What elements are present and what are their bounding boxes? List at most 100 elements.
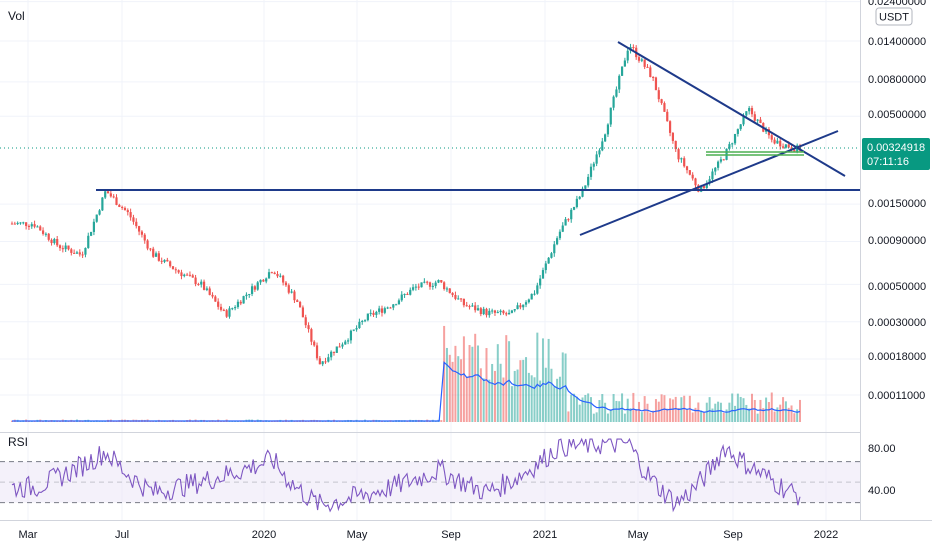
volume-bar xyxy=(626,398,629,422)
rsi-line xyxy=(11,437,801,513)
candle-body xyxy=(56,239,59,246)
volume-bar xyxy=(462,336,465,422)
candle-body xyxy=(781,146,785,148)
volume-bar xyxy=(570,394,573,422)
candle-body xyxy=(349,330,353,341)
price-tick-label: 0.00500000 xyxy=(868,109,926,121)
candle-body xyxy=(708,179,711,184)
candle-body xyxy=(279,275,282,277)
descending-trendline xyxy=(617,41,846,177)
candle-body xyxy=(476,308,480,311)
candle-body xyxy=(711,171,714,180)
candle-body xyxy=(313,341,316,346)
volume-bar xyxy=(533,377,536,422)
candle-body xyxy=(409,289,412,295)
volume-bar xyxy=(558,376,561,422)
candle-body xyxy=(101,197,104,211)
candle-body xyxy=(392,304,395,308)
candle-body xyxy=(567,219,570,221)
candle-body xyxy=(22,222,25,224)
candle-body xyxy=(454,294,457,299)
volume-bar xyxy=(714,403,717,422)
price-tick-label: 0.00018000 xyxy=(868,351,926,363)
candle-body xyxy=(668,121,672,133)
candle-body xyxy=(558,231,562,239)
candle-body xyxy=(143,234,146,241)
candle-body xyxy=(431,285,434,287)
volume-bar xyxy=(722,412,725,422)
candle-body xyxy=(253,286,256,290)
candle-body xyxy=(13,223,16,225)
candle-body xyxy=(183,274,186,277)
candle-body xyxy=(386,307,389,309)
candle-body xyxy=(502,310,505,314)
candle-body xyxy=(541,270,545,279)
candle-body xyxy=(544,263,547,271)
volume-bar xyxy=(530,375,533,422)
volume-bar xyxy=(525,357,528,422)
candle-body xyxy=(516,305,519,310)
candle-body xyxy=(468,306,471,308)
candle-body xyxy=(118,204,121,207)
candle-body xyxy=(321,361,324,365)
price-tick-label: 0.00050000 xyxy=(868,281,926,293)
candle-body xyxy=(121,206,124,208)
candle-body xyxy=(666,111,669,122)
volume-bar xyxy=(640,412,643,422)
candle-body xyxy=(479,308,482,315)
candle-body xyxy=(146,240,149,249)
candle-body xyxy=(129,212,132,218)
candle-body xyxy=(214,296,217,302)
volume-bar xyxy=(669,398,672,422)
candle-body xyxy=(276,273,279,277)
candle-body xyxy=(211,294,214,297)
volume-bar xyxy=(589,397,592,422)
price-axis[interactable]: 0.02400000 0.01400000 0.00800000 0.00500… xyxy=(868,0,926,402)
candle-body xyxy=(623,60,626,67)
candle-body xyxy=(112,196,115,198)
candle-body xyxy=(123,207,127,211)
volume-bar xyxy=(527,372,530,422)
candle-body xyxy=(654,77,658,91)
candle-body xyxy=(27,225,31,227)
time-tick-label: May xyxy=(628,529,649,541)
candle-body xyxy=(691,174,694,179)
candle-body xyxy=(787,144,790,148)
volume-bar xyxy=(536,332,539,422)
candle-body xyxy=(770,135,773,140)
candle-body xyxy=(135,221,138,227)
volume-bar xyxy=(541,338,544,422)
volume-bar xyxy=(770,392,773,422)
candle-body xyxy=(459,298,463,300)
volume-bar xyxy=(787,407,790,422)
volume-bar xyxy=(638,401,641,422)
candle-body xyxy=(748,108,751,112)
volume-bar xyxy=(649,412,652,422)
candle-body xyxy=(530,293,533,300)
currency-badge[interactable] xyxy=(875,7,913,26)
volume-bar xyxy=(556,378,559,422)
time-axis[interactable]: Mar Jul 2020 May Sep 2021 May Sep 2022 xyxy=(19,529,839,541)
candle-body xyxy=(95,214,98,222)
volume-bar xyxy=(448,354,451,422)
candle-body xyxy=(700,185,703,192)
candle-body xyxy=(36,226,39,228)
volume-bar xyxy=(598,400,601,422)
candle-body xyxy=(443,282,446,290)
candle-body xyxy=(550,253,553,258)
candle-body xyxy=(671,132,675,141)
volume-bar xyxy=(742,398,745,422)
trendline-drawings[interactable] xyxy=(0,41,860,236)
candle-body xyxy=(465,305,468,307)
candle-body xyxy=(361,321,364,323)
candle-body xyxy=(677,149,680,160)
volume-bar xyxy=(550,368,553,422)
candle-body xyxy=(482,308,485,315)
volume-bar xyxy=(457,356,460,422)
candle-body xyxy=(293,291,296,301)
candle-body xyxy=(248,293,251,295)
volume-bar xyxy=(635,409,638,422)
volume-bar xyxy=(756,413,759,422)
volume-bar xyxy=(762,408,765,422)
